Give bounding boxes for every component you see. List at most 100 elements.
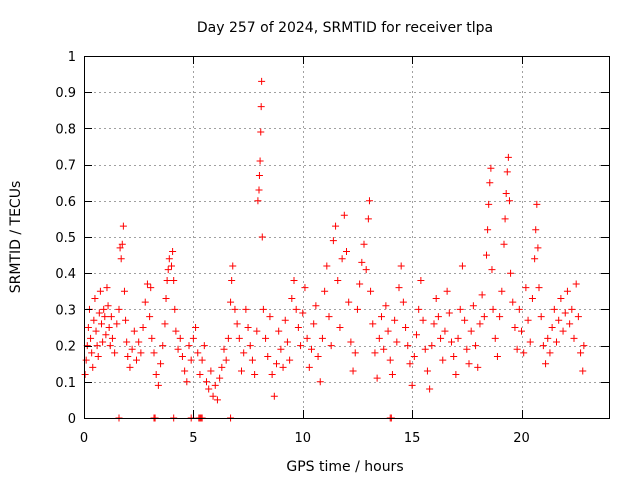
data-point (228, 276, 236, 284)
data-point (185, 342, 193, 350)
data-point (148, 334, 156, 342)
data-point (493, 352, 501, 360)
data-point (480, 313, 488, 321)
data-point (503, 168, 511, 176)
data-point (211, 381, 219, 389)
data-point (169, 247, 177, 255)
data-point (192, 324, 200, 331)
data-point (437, 334, 445, 342)
data-point (308, 345, 315, 353)
data-point (257, 128, 265, 136)
data-point (332, 222, 340, 230)
data-point (107, 313, 115, 321)
data-point (487, 164, 495, 172)
data-point (161, 320, 169, 328)
data-point (443, 287, 451, 295)
data-point (513, 345, 521, 353)
data-point (143, 280, 151, 288)
data-point (157, 360, 165, 368)
data-point (430, 320, 438, 328)
data-point (290, 276, 298, 284)
data-point (99, 338, 107, 346)
data-point (419, 316, 427, 324)
data-point (338, 255, 346, 263)
data-point (106, 342, 114, 350)
data-point (325, 313, 333, 321)
data-point (170, 276, 178, 284)
data-point (336, 324, 344, 331)
data-point (456, 305, 464, 313)
data-point (362, 266, 370, 274)
data-point (544, 334, 552, 342)
data-point (526, 338, 534, 346)
data-point (258, 233, 266, 241)
data-point (194, 349, 202, 357)
data-point (410, 352, 418, 360)
data-point (553, 338, 560, 346)
data-point (522, 284, 530, 292)
data-point (162, 295, 170, 303)
data-point (408, 381, 416, 389)
data-point (474, 363, 482, 371)
data-point (248, 356, 256, 364)
data-point (426, 385, 434, 393)
y-tick-label: 0.8 (55, 122, 76, 137)
data-point (395, 284, 403, 292)
data-point (93, 342, 101, 350)
data-point (432, 295, 440, 303)
grid-lines (84, 56, 609, 418)
data-point (200, 342, 208, 350)
data-point (488, 266, 496, 274)
data-point (373, 374, 381, 382)
data-point (316, 378, 324, 386)
data-point (89, 363, 97, 371)
y-tick-label: 1 (68, 50, 76, 65)
data-point (507, 269, 515, 277)
x-tick-label: 5 (189, 431, 197, 446)
x-tick-labels: 0 5 10 15 20 (80, 431, 530, 446)
data-point (535, 284, 543, 292)
data-point (258, 77, 266, 85)
data-point (314, 352, 322, 360)
data-point (229, 262, 237, 270)
data-point (478, 291, 486, 299)
data-point (415, 305, 423, 313)
y-tick-label: 0.9 (55, 86, 76, 101)
data-point (115, 305, 123, 313)
data-point (356, 280, 364, 288)
data-point (275, 327, 283, 335)
data-point (101, 313, 109, 321)
data-point (382, 302, 390, 310)
data-point (345, 298, 353, 306)
data-point (448, 338, 455, 346)
data-point (441, 327, 449, 335)
data-point (81, 371, 89, 379)
data-point (496, 313, 504, 321)
data-point (240, 349, 248, 357)
data-point (375, 334, 383, 342)
data-point (100, 305, 108, 313)
y-axis-label: SRMTID / TECUs (8, 181, 24, 294)
data-point (491, 334, 499, 342)
data-point (111, 349, 119, 357)
data-point (318, 334, 326, 342)
data-point (528, 295, 536, 303)
data-point (563, 287, 571, 295)
data-point (171, 305, 179, 313)
data-point (489, 305, 497, 313)
data-point (458, 262, 466, 270)
data-point (128, 345, 136, 353)
y-tick-label: 0.1 (55, 376, 76, 391)
data-point (133, 356, 140, 364)
data-point (205, 385, 213, 393)
y-tick-label: 0.5 (55, 231, 76, 246)
data-point (224, 334, 232, 342)
x-axis-label: GPS time / hours (286, 459, 403, 475)
data-point (231, 305, 239, 313)
data-point (386, 356, 394, 364)
data-point (312, 302, 320, 310)
data-point (120, 287, 128, 295)
data-point (568, 305, 576, 313)
data-point (159, 342, 167, 350)
